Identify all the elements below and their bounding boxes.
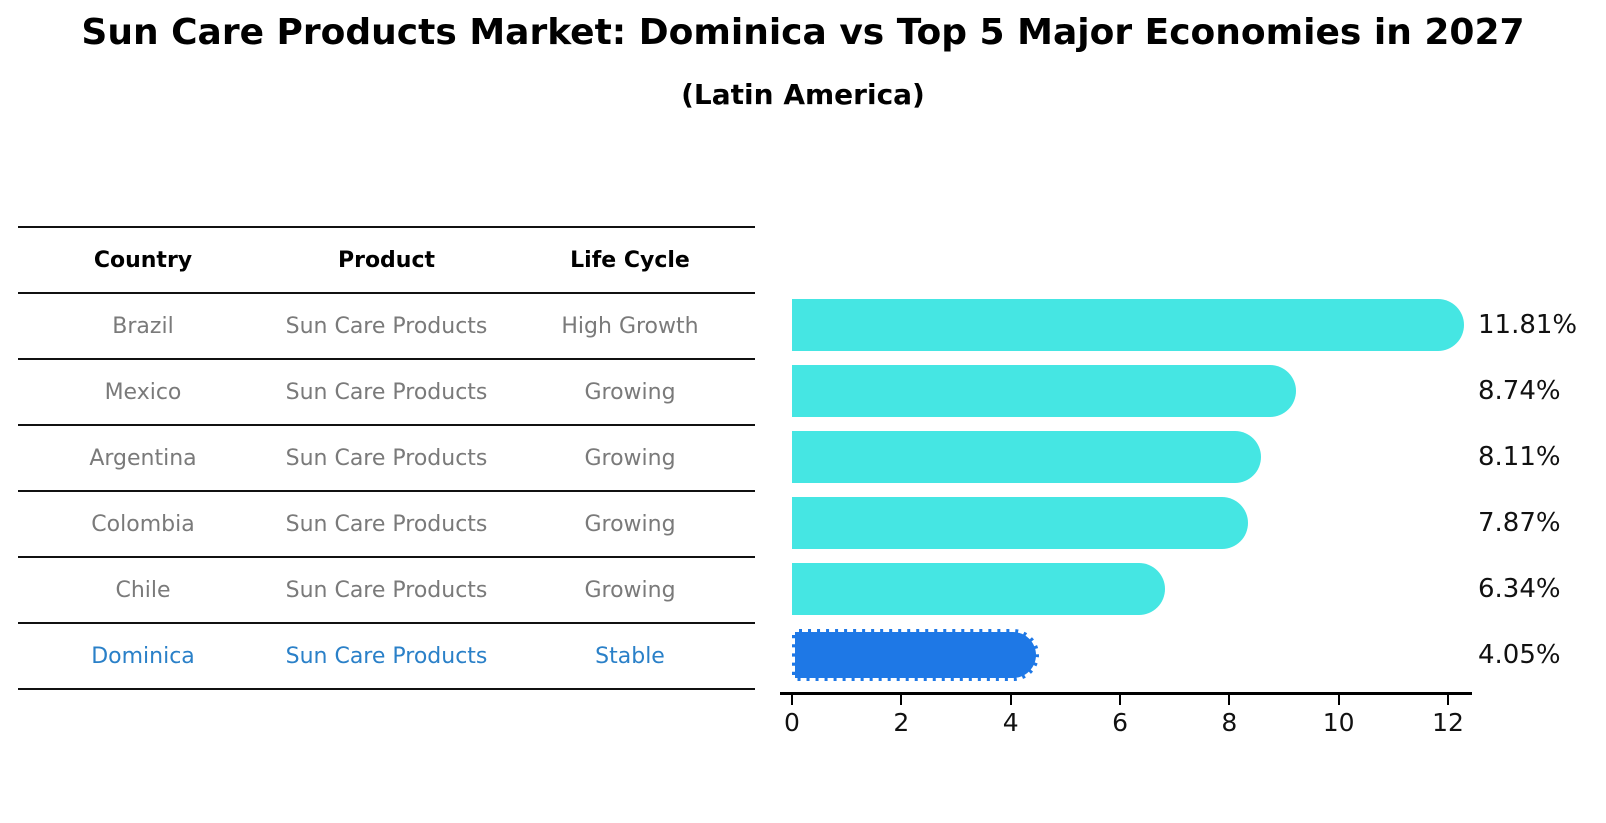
table-row-argentina: Argentina Sun Care Products Growing bbox=[18, 424, 755, 490]
table-row-colombia: Colombia Sun Care Products Growing bbox=[18, 490, 755, 556]
table-row-mexico: Mexico Sun Care Products Growing bbox=[18, 358, 755, 424]
table-cell-country: Mexico bbox=[104, 379, 182, 405]
value-label-chile: 6.34% bbox=[1478, 574, 1561, 604]
bar-argentina bbox=[792, 431, 1262, 483]
x-axis-tick-6 bbox=[1119, 695, 1122, 705]
data-table: Country Product Life Cycle Brazil Sun Care P… bbox=[18, 226, 755, 690]
x-axis-tick-label-2: 2 bbox=[893, 708, 910, 737]
x-axis-tick-2 bbox=[900, 695, 903, 705]
table-cell-country: Dominica bbox=[91, 643, 195, 669]
table-cell-country: Chile bbox=[115, 577, 171, 603]
table-header-life-cycle: Life Cycle bbox=[570, 247, 690, 273]
table-cell-country: Argentina bbox=[89, 445, 197, 471]
table-cell-product: Sun Care Products bbox=[285, 445, 488, 471]
bar-brazil bbox=[792, 299, 1464, 351]
x-axis-tick-label-10: 10 bbox=[1322, 708, 1355, 737]
value-label-mexico: 8.74% bbox=[1478, 376, 1561, 406]
table-header-row: Country Product Life Cycle bbox=[18, 226, 755, 292]
x-axis-line bbox=[780, 692, 1472, 695]
table-cell-product: Sun Care Products bbox=[285, 313, 488, 339]
table-header-country: Country bbox=[93, 247, 193, 273]
chart-title: Sun Care Products Market: Dominica vs To… bbox=[81, 12, 1525, 53]
table-cell-country: Colombia bbox=[91, 511, 195, 537]
x-axis-tick-0 bbox=[791, 695, 793, 705]
value-label-dominica: 4.05% bbox=[1478, 640, 1561, 670]
x-axis-tick-10 bbox=[1337, 695, 1340, 705]
table-header-product: Product bbox=[337, 247, 436, 273]
value-label-argentina: 8.11% bbox=[1478, 442, 1561, 472]
bar-chile bbox=[792, 563, 1165, 615]
table-cell-life-cycle: Stable bbox=[595, 643, 665, 669]
x-axis-tick-label-6: 6 bbox=[1112, 708, 1128, 737]
table-cell-life-cycle: Growing bbox=[584, 445, 676, 471]
x-axis-tick-label-0: 0 bbox=[784, 708, 800, 737]
table-row-brazil: Brazil Sun Care Products High Growth bbox=[18, 292, 755, 358]
chart-subtitle: (Latin America) bbox=[681, 78, 925, 111]
table-row-dominica: Dominica Sun Care Products Stable bbox=[18, 622, 755, 690]
bar-colombia bbox=[792, 497, 1249, 549]
table-cell-product: Sun Care Products bbox=[285, 379, 488, 405]
bar-mexico bbox=[792, 365, 1296, 417]
table-cell-life-cycle: High Growth bbox=[561, 313, 699, 339]
x-axis-tick-label-8: 8 bbox=[1221, 708, 1238, 737]
value-label-brazil: 11.81% bbox=[1478, 310, 1578, 340]
table-cell-product: Sun Care Products bbox=[285, 511, 488, 537]
table-cell-product: Sun Care Products bbox=[285, 643, 488, 669]
table-cell-life-cycle: Growing bbox=[584, 511, 676, 537]
table-cell-product: Sun Care Products bbox=[285, 577, 488, 603]
x-axis-tick-label-4: 4 bbox=[1002, 708, 1019, 737]
table-cell-life-cycle: Growing bbox=[584, 577, 676, 603]
x-axis-tick-label-12: 12 bbox=[1432, 708, 1464, 737]
x-axis-tick-12 bbox=[1447, 695, 1450, 705]
table-cell-country: Brazil bbox=[112, 313, 174, 339]
table-cell-life-cycle: Growing bbox=[584, 379, 676, 405]
x-axis-tick-4 bbox=[1009, 695, 1012, 705]
x-axis-tick-8 bbox=[1228, 695, 1231, 705]
table-row-chile: Chile Sun Care Products Growing bbox=[18, 556, 755, 622]
value-label-colombia: 7.87% bbox=[1478, 508, 1561, 538]
bar-dominica bbox=[792, 629, 1040, 681]
